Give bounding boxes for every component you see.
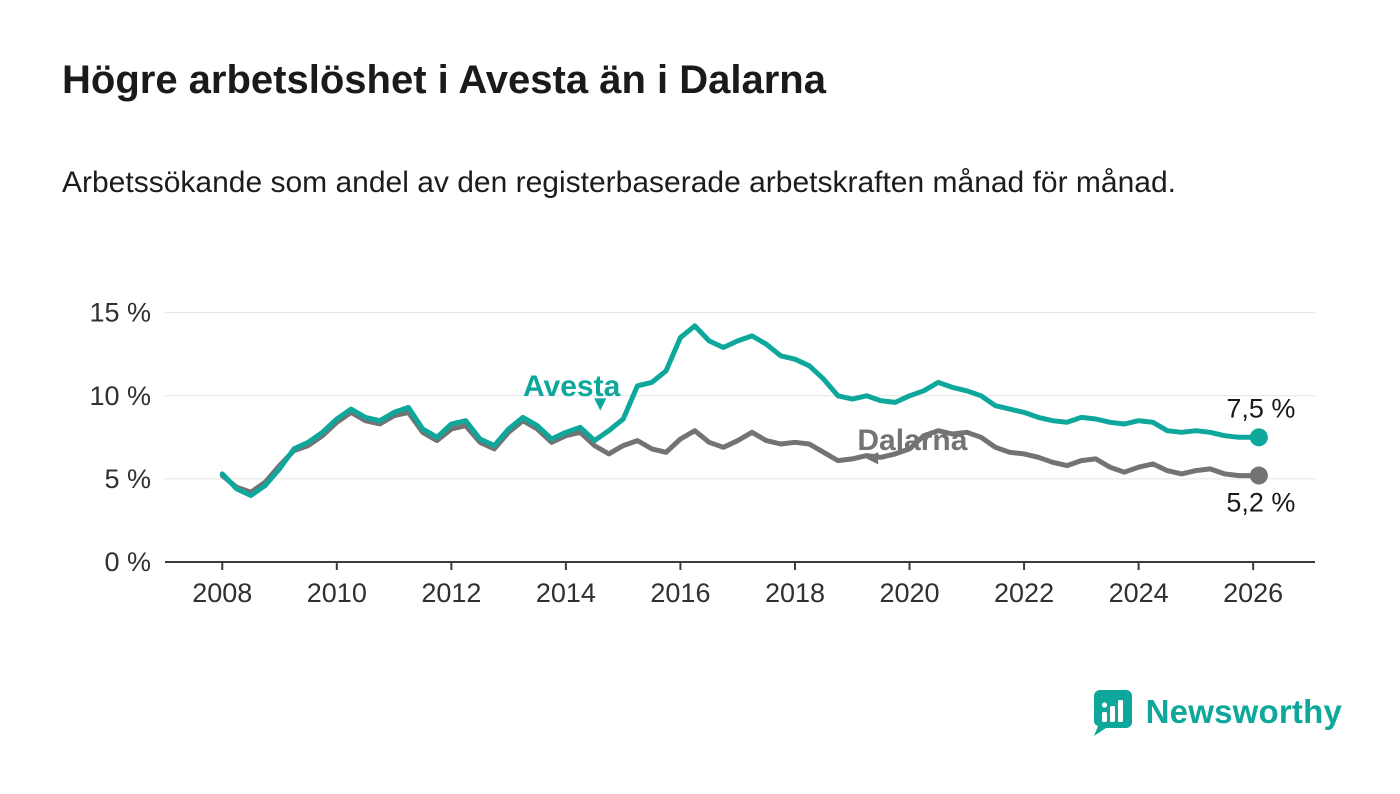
avesta-series-label: Avesta — [523, 370, 621, 403]
dalarna-end-label: 5,2 % — [1226, 488, 1295, 518]
y-tick-label: 15 % — [89, 298, 151, 328]
x-tick-label: 2014 — [536, 578, 596, 608]
newsworthy-icon — [1093, 690, 1132, 736]
x-tick-label: 2008 — [192, 578, 252, 608]
dalarna-label-arrow: ◂ — [866, 444, 879, 469]
line-chart: 0 % 5 % 10 % 15 % 2008 2010 2012 2014 2016 2018 20… — [89, 298, 1315, 608]
avesta-end-dot — [1249, 428, 1268, 447]
x-tick-label: 2024 — [1109, 578, 1169, 608]
y-tick-label: 10 % — [89, 381, 151, 411]
chart-title: Högre arbetslöshet i Avesta än i Dalarna — [62, 58, 826, 102]
y-tick-label: 0 % — [104, 547, 151, 577]
avesta-line — [219, 323, 1262, 498]
logo-bar-1 — [1101, 712, 1107, 722]
logo-bar-2 — [1109, 706, 1115, 722]
avesta-label-arrow: ▾ — [594, 390, 607, 415]
dalarna-line — [219, 409, 1262, 495]
chart-subtitle: Arbetssökande som andel av den registerb… — [62, 166, 1176, 199]
x-tick-label: 2022 — [994, 578, 1054, 608]
avesta-end-label: 7,5 % — [1226, 393, 1295, 423]
x-tick-label: 2012 — [421, 578, 481, 608]
dalarna-series-label: Dalarna — [857, 424, 967, 457]
x-tick-label: 2020 — [879, 578, 939, 608]
y-tick-label: 5 % — [104, 464, 151, 494]
x-tick-label: 2016 — [650, 578, 710, 608]
x-tick-label: 2010 — [307, 578, 367, 608]
x-tick-label: 2018 — [765, 578, 825, 608]
logo-bar-3 — [1117, 700, 1123, 722]
logo-dot — [1101, 702, 1107, 708]
newsworthy-logo: Newsworthy — [1090, 688, 1342, 736]
newsworthy-wordmark: Newsworthy — [1145, 693, 1342, 730]
dalarna-end-dot — [1249, 466, 1268, 485]
x-tick-label: 2026 — [1223, 578, 1283, 608]
